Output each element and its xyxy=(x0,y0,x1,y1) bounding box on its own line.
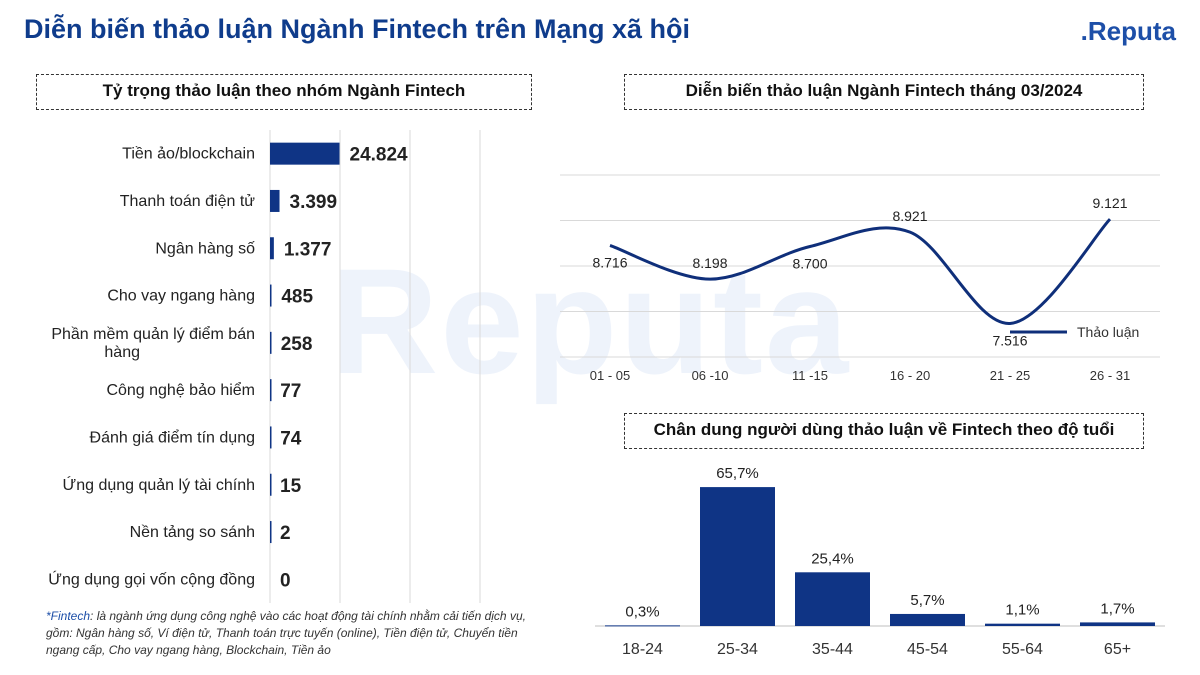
age-bar xyxy=(795,572,870,626)
age-chart-title: Chân dung người dùng thảo luận về Fintec… xyxy=(624,413,1144,449)
data-label: 8.198 xyxy=(692,255,727,271)
category-value-label: 74 xyxy=(280,428,302,449)
category-value-label: 3.399 xyxy=(290,192,338,213)
category-bar xyxy=(270,473,272,496)
category-label: Đánh giá điểm tín dụng xyxy=(90,428,255,446)
brand-logo: .Reputa xyxy=(1081,16,1176,47)
footnote-label: *Fintech xyxy=(46,609,91,623)
data-label: 7.516 xyxy=(992,332,1027,348)
category-bar-chart: Tiền ảo/blockchain 24.824 Thanh toán điện … xyxy=(48,130,481,603)
category-bar xyxy=(270,284,272,307)
x-tick-label: 16 - 20 xyxy=(890,368,930,383)
category-bar xyxy=(270,426,272,449)
x-tick-label: 25-34 xyxy=(717,641,758,658)
x-tick-label: 45-54 xyxy=(907,641,948,658)
data-label: 9.121 xyxy=(1092,195,1127,211)
category-value-label: 0 xyxy=(280,570,291,591)
x-tick-label: 18-24 xyxy=(622,641,663,658)
category-label: Phần mềm quản lý điểm bán hàng xyxy=(51,325,255,361)
x-tick-label: 21 - 25 xyxy=(990,368,1030,383)
category-label: Tiền ảo/blockchain xyxy=(122,146,255,163)
category-bar xyxy=(270,142,340,165)
age-bar xyxy=(985,623,1060,626)
category-value-label: 1.377 xyxy=(284,239,332,260)
category-value-label: 485 xyxy=(281,287,313,308)
category-label: Công nghệ bảo hiểm xyxy=(106,381,255,399)
footnote: *Fintech: là ngành ứng dụng công nghệ và… xyxy=(46,608,536,659)
data-label: 1,7% xyxy=(1100,600,1134,617)
data-label: 1,1% xyxy=(1005,602,1039,619)
age-bar-chart: 0,3% 18-24 65,7% 25-34 25,4% 35-44 5,7% 45-54 1,… xyxy=(595,465,1165,658)
brand-logo-dot: . xyxy=(1080,16,1088,46)
x-tick-label: 55-64 xyxy=(1002,641,1043,658)
category-value-label: 15 xyxy=(280,476,302,497)
category-chart-title: Tỷ trọng thảo luận theo nhóm Ngành Finte… xyxy=(36,74,532,110)
category-bar xyxy=(270,331,272,354)
category-bar xyxy=(270,237,274,260)
category-bar xyxy=(270,189,280,212)
series-line-thao-luan xyxy=(609,218,1112,325)
age-bar xyxy=(605,625,680,627)
category-value-label: 77 xyxy=(280,381,301,402)
footnote-text: : là ngành ứng dụng công nghệ vào các ho… xyxy=(46,609,526,657)
x-tick-label: 26 - 31 xyxy=(1090,368,1130,383)
category-label: Cho vay ngang hàng xyxy=(107,288,255,305)
category-label: Ứng dụng gọi vốn cộng đồng xyxy=(48,569,255,588)
x-tick-label: 01 - 05 xyxy=(590,368,630,383)
category-bar xyxy=(270,521,272,544)
data-label: 5,7% xyxy=(910,592,944,609)
category-label: Ứng dụng quản lý tài chính xyxy=(63,475,255,494)
x-tick-label: 35-44 xyxy=(812,641,853,658)
category-bar xyxy=(270,379,272,402)
category-value-label: 24.824 xyxy=(350,145,409,166)
category-value-label: 2 xyxy=(280,523,291,544)
x-tick-label: 65+ xyxy=(1104,641,1131,658)
page-title: Diễn biến thảo luận Ngành Fintech trên M… xyxy=(24,14,691,44)
data-label: 8.716 xyxy=(592,254,627,270)
category-value-label: 258 xyxy=(281,334,313,355)
legend-label: Thảo luận xyxy=(1077,324,1139,340)
age-bar xyxy=(890,613,965,626)
category-label: Nền tảng so sánh xyxy=(130,524,255,541)
age-bar xyxy=(1080,622,1155,626)
data-label: 8.921 xyxy=(892,208,927,224)
trend-line-chart: 8.716 01 - 05 8.198 06 -10 8.700 11 -15 8.921 1… xyxy=(560,174,1160,383)
category-label: Thanh toán điện tử xyxy=(120,193,256,210)
age-bar xyxy=(700,487,775,626)
trend-chart-title: Diễn biến thảo luận Ngành Fintech tháng … xyxy=(624,74,1144,110)
data-label: 65,7% xyxy=(716,465,759,482)
x-tick-label: 06 -10 xyxy=(692,368,729,383)
category-label: Ngân hàng số xyxy=(155,240,255,257)
data-label: 8.700 xyxy=(792,256,827,272)
data-label: 25,4% xyxy=(811,550,854,567)
data-label: 0,3% xyxy=(625,603,659,620)
brand-logo-text: Reputa xyxy=(1087,16,1176,46)
x-tick-label: 11 -15 xyxy=(792,368,828,383)
